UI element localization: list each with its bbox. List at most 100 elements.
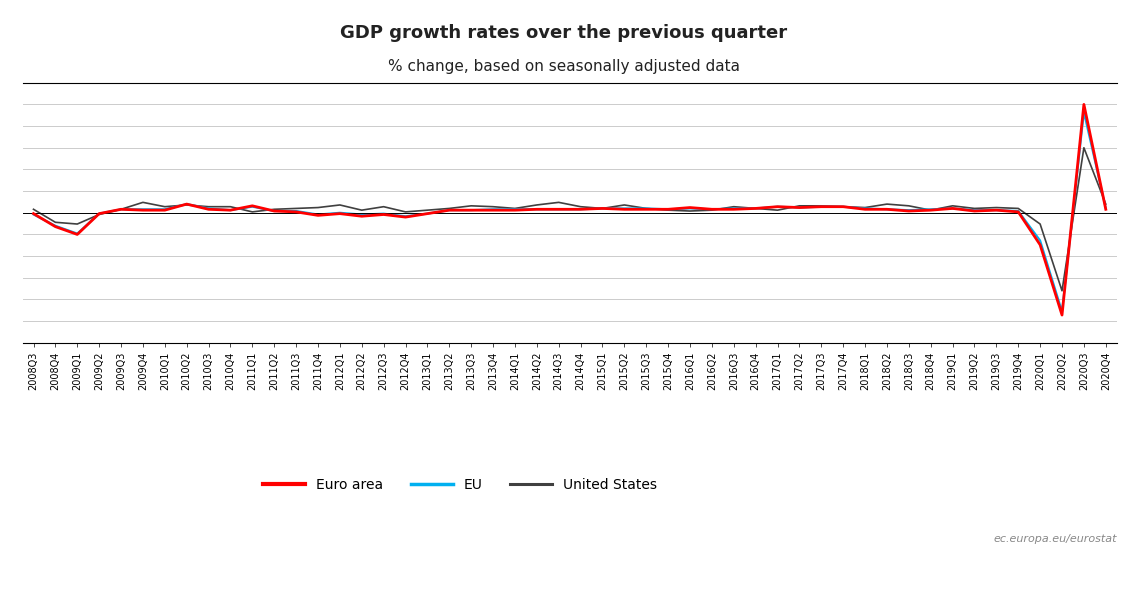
Euro area (1012, 209, 1025, 216)
United States (858, 204, 872, 211)
United States (728, 203, 741, 210)
Euro area (289, 209, 302, 216)
EU (486, 206, 500, 213)
United States (924, 207, 937, 214)
EU (1077, 109, 1091, 116)
Line: United States: United States (34, 148, 1105, 291)
United States (180, 202, 194, 209)
Euro area (640, 206, 653, 213)
United States (814, 202, 828, 209)
Euro area (114, 206, 127, 213)
EU (508, 206, 521, 213)
United States (70, 220, 85, 228)
Euro area (945, 205, 959, 212)
Euro area (770, 203, 784, 210)
Euro area (486, 207, 500, 214)
EU (70, 230, 85, 237)
Euro area (530, 206, 544, 213)
Euro area (180, 200, 194, 207)
United States (267, 206, 281, 213)
Euro area (574, 206, 588, 213)
Euro area (1056, 311, 1069, 319)
Euro area (399, 213, 413, 220)
Euro area (705, 206, 719, 213)
EU (552, 206, 565, 213)
United States (465, 202, 478, 209)
United States (223, 203, 237, 210)
Euro area (421, 210, 434, 217)
EU (1056, 308, 1069, 315)
EU (837, 203, 851, 210)
EU (924, 206, 937, 213)
Euro area (684, 204, 697, 211)
EU (180, 200, 194, 207)
Euro area (508, 207, 521, 214)
Euro area (465, 207, 478, 214)
EU (1099, 205, 1112, 212)
United States (355, 207, 369, 214)
EU (705, 206, 719, 213)
United States (661, 207, 675, 214)
EU (1012, 207, 1025, 215)
United States (880, 200, 893, 207)
United States (770, 207, 784, 214)
EU (596, 205, 609, 212)
EU (749, 205, 763, 212)
United States (596, 205, 609, 212)
United States (136, 199, 150, 206)
EU (880, 206, 893, 213)
Euro area (880, 206, 893, 213)
EU (223, 207, 237, 214)
EU (442, 207, 456, 214)
United States (618, 202, 632, 209)
United States (508, 205, 521, 212)
Euro area (333, 210, 346, 217)
EU (267, 207, 281, 215)
Euro area (1099, 206, 1112, 213)
United States (1099, 200, 1112, 207)
EU (574, 206, 588, 213)
Euro area (728, 206, 741, 213)
EU (902, 207, 916, 214)
Euro area (902, 207, 916, 215)
Euro area (552, 206, 565, 213)
Euro area (989, 207, 1003, 214)
EU (770, 203, 784, 210)
United States (1012, 205, 1025, 212)
United States (989, 204, 1003, 211)
Euro area (596, 205, 609, 212)
EU (333, 209, 346, 216)
EU (945, 205, 959, 212)
EU (114, 206, 127, 213)
EU (158, 206, 171, 213)
EU (968, 207, 981, 214)
Euro area (442, 207, 456, 214)
United States (246, 209, 259, 216)
EU (661, 206, 675, 213)
EU (618, 205, 632, 212)
Euro area (49, 223, 62, 230)
Euro area (968, 207, 981, 215)
Euro area (27, 210, 41, 217)
EU (858, 205, 872, 212)
United States (749, 205, 763, 212)
Euro area (749, 205, 763, 212)
Euro area (924, 207, 937, 214)
United States (333, 202, 346, 209)
United States (684, 207, 697, 215)
Euro area (377, 211, 390, 218)
Euro area (858, 206, 872, 213)
EU (377, 210, 390, 217)
EU (989, 207, 1003, 214)
United States (705, 207, 719, 214)
EU (136, 206, 150, 213)
United States (114, 206, 127, 213)
United States (1033, 220, 1047, 228)
United States (793, 202, 807, 209)
Text: ec.europa.eu/eurostat: ec.europa.eu/eurostat (994, 534, 1117, 544)
Euro area (92, 210, 106, 217)
United States (49, 219, 62, 226)
United States (574, 203, 588, 210)
United States (552, 199, 565, 206)
United States (202, 203, 215, 210)
